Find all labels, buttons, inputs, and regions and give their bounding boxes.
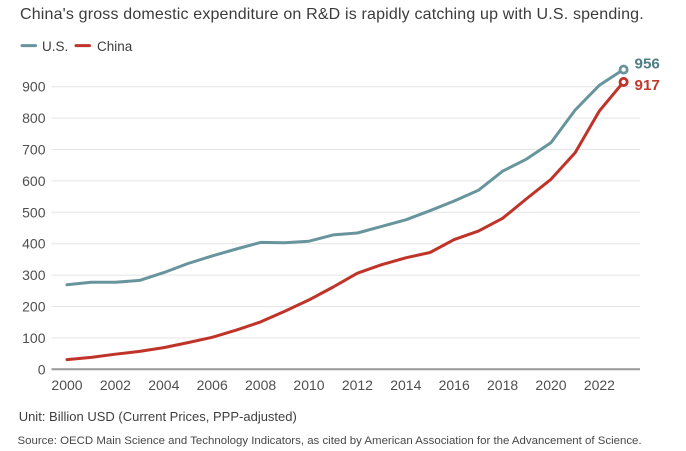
svg-text:China: China [97, 39, 133, 54]
svg-text:2006: 2006 [197, 377, 228, 393]
svg-text:Source: OECD Main Science and: Source: OECD Main Science and Technology… [18, 435, 642, 447]
svg-text:2020: 2020 [535, 377, 566, 393]
svg-text:2000: 2000 [51, 377, 82, 393]
svg-text:500: 500 [22, 204, 46, 220]
svg-text:2018: 2018 [487, 377, 518, 393]
svg-text:300: 300 [22, 267, 46, 283]
svg-text:700: 700 [22, 142, 46, 158]
svg-text:917: 917 [635, 77, 660, 94]
svg-text:Unit: Billion USD (Current Pri: Unit: Billion USD (Current Prices, PPP-a… [19, 409, 297, 424]
svg-text:2016: 2016 [439, 377, 470, 393]
svg-text:2008: 2008 [245, 377, 276, 393]
svg-text:0: 0 [38, 361, 46, 377]
svg-text:2012: 2012 [342, 377, 373, 393]
svg-text:U.S.: U.S. [42, 39, 68, 54]
svg-text:100: 100 [22, 330, 46, 346]
svg-text:400: 400 [22, 236, 46, 252]
svg-text:800: 800 [22, 110, 46, 126]
svg-text:2002: 2002 [100, 377, 131, 393]
svg-text:600: 600 [22, 173, 46, 189]
svg-text:2014: 2014 [390, 377, 421, 393]
svg-text:2010: 2010 [293, 377, 324, 393]
svg-text:China's gross domestic expendi: China's gross domestic expenditure on R&… [20, 6, 644, 23]
svg-text:900: 900 [22, 79, 46, 95]
svg-text:200: 200 [22, 299, 46, 315]
svg-text:956: 956 [635, 56, 660, 73]
svg-text:2004: 2004 [148, 377, 179, 393]
svg-text:2022: 2022 [584, 377, 615, 393]
